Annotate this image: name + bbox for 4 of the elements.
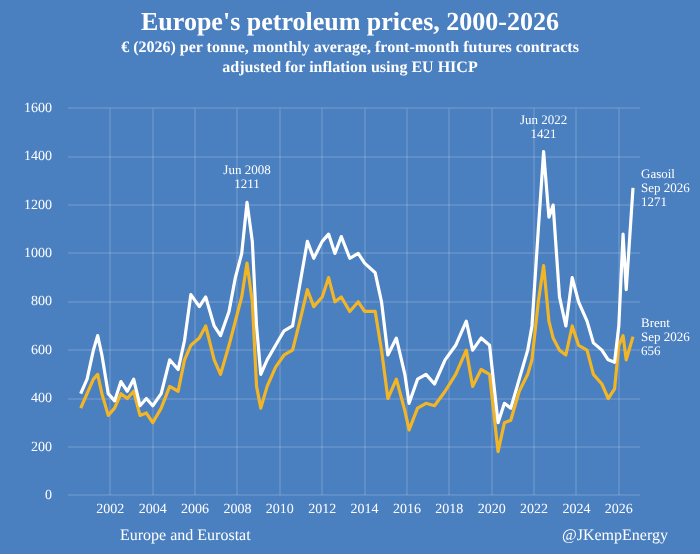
text: Europe and Eurostat — [120, 526, 251, 544]
text: @JKempEnergy — [562, 526, 668, 544]
chart-subtitle: € (2026) per tonne, monthly average, front-month futures contracts adjusted for inflation using EU HICP — [119, 38, 581, 78]
chart-title: Europe's petroleum prices, 2000-2026 — [139, 6, 561, 38]
